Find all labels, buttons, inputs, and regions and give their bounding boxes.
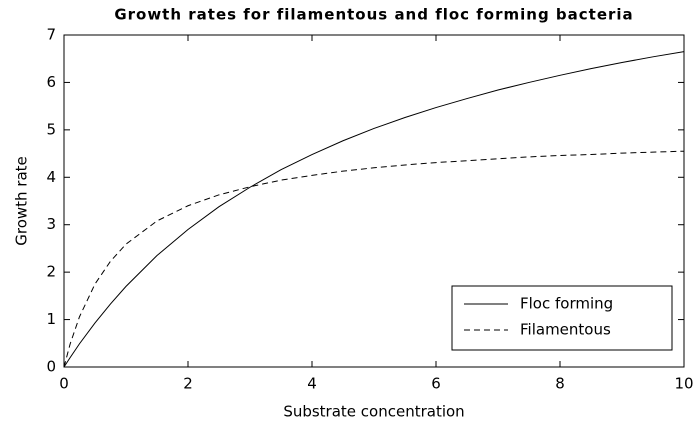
chart-title: Growth rates for filamentous and floc fo…	[114, 6, 633, 24]
x-tick-label: 10	[674, 375, 693, 393]
y-tick-label: 0	[46, 358, 56, 376]
legend-label: Filamentous	[520, 321, 611, 339]
y-axis-label: Growth rate	[13, 156, 31, 246]
x-tick-label: 6	[431, 375, 441, 393]
legend-label: Floc forming	[520, 295, 613, 313]
y-tick-label: 2	[46, 263, 56, 281]
x-tick-label: 2	[183, 375, 193, 393]
series-line	[63, 51, 685, 368]
plot-frame	[63, 34, 685, 368]
y-tick-label: 3	[46, 215, 56, 233]
x-tick-label: 0	[59, 375, 69, 393]
y-tick-label: 5	[46, 120, 56, 138]
x-tick-label: 8	[555, 375, 565, 393]
y-tick-label: 4	[46, 168, 56, 186]
series-line	[63, 150, 685, 368]
y-tick-label: 1	[46, 310, 56, 328]
y-tick-label: 6	[46, 73, 56, 91]
y-tick-label: 7	[46, 26, 56, 44]
x-axis-label: Substrate concentration	[283, 403, 464, 421]
legend-box	[451, 285, 673, 351]
x-tick-label: 4	[307, 375, 317, 393]
